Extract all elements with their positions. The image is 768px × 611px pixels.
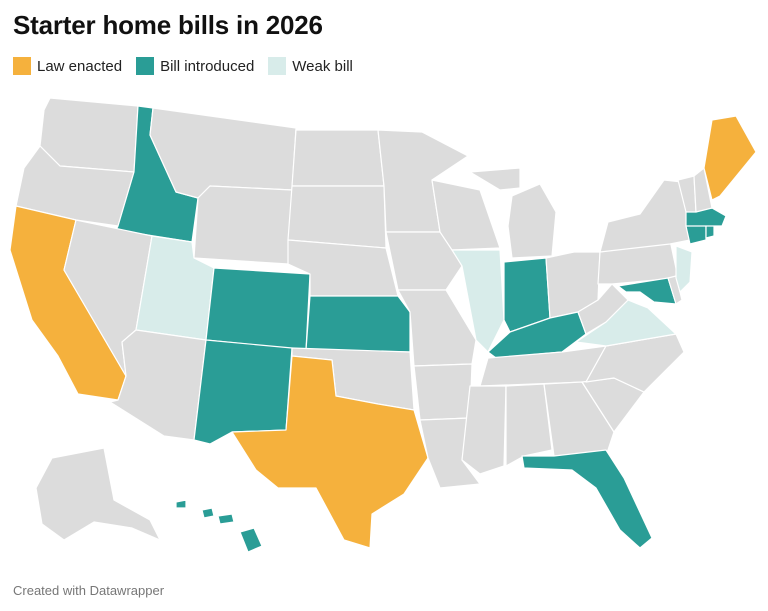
legend-item-weak-bill: Weak bill	[268, 57, 353, 75]
state-alaska	[35, 447, 161, 541]
state-georgia	[543, 381, 615, 457]
state-west-virginia	[577, 283, 629, 335]
footer-credit: Created with Datawrapper	[13, 583, 165, 598]
state-kentucky	[487, 311, 587, 359]
state-arizona	[109, 329, 207, 441]
legend-swatch-weak-bill	[268, 57, 287, 75]
state-new-hampshire	[693, 167, 713, 213]
state-alabama	[505, 383, 553, 467]
state-mississippi	[461, 385, 507, 475]
state-oregon	[15, 145, 135, 227]
legend-label-weak-bill: Weak bill	[292, 57, 353, 75]
state-michigan	[469, 167, 557, 259]
state-colorado	[205, 267, 311, 351]
state-wyoming	[193, 185, 293, 265]
legend-label-bill-introduced: Bill introduced	[160, 57, 255, 75]
state-texas	[231, 355, 429, 549]
state-connecticut	[685, 223, 707, 245]
state-new-jersey	[675, 245, 693, 293]
state-maine	[703, 115, 757, 201]
state-delaware	[667, 275, 683, 305]
state-north-dakota	[291, 129, 385, 187]
legend-swatch-bill-introduced	[136, 57, 155, 75]
legend-item-bill-introduced: Bill introduced	[136, 57, 254, 75]
legend-label-law-enacted: Law enacted	[37, 57, 123, 75]
legend-swatch-law-enacted	[13, 57, 31, 75]
state-hawaii	[175, 499, 263, 553]
state-new-york	[599, 179, 691, 253]
chart-title: Starter home bills in 2026	[13, 10, 323, 40]
state-new-mexico	[193, 339, 293, 445]
legend-item-law-enacted: Law enacted	[13, 57, 122, 75]
state-florida	[521, 449, 653, 549]
state-kansas	[305, 295, 411, 353]
legend: Law enacted Bill introduced Weak bill	[13, 57, 367, 75]
us-map	[9, 97, 757, 553]
state-south-dakota	[287, 185, 387, 249]
state-wisconsin	[431, 179, 501, 251]
state-arkansas	[413, 363, 473, 421]
